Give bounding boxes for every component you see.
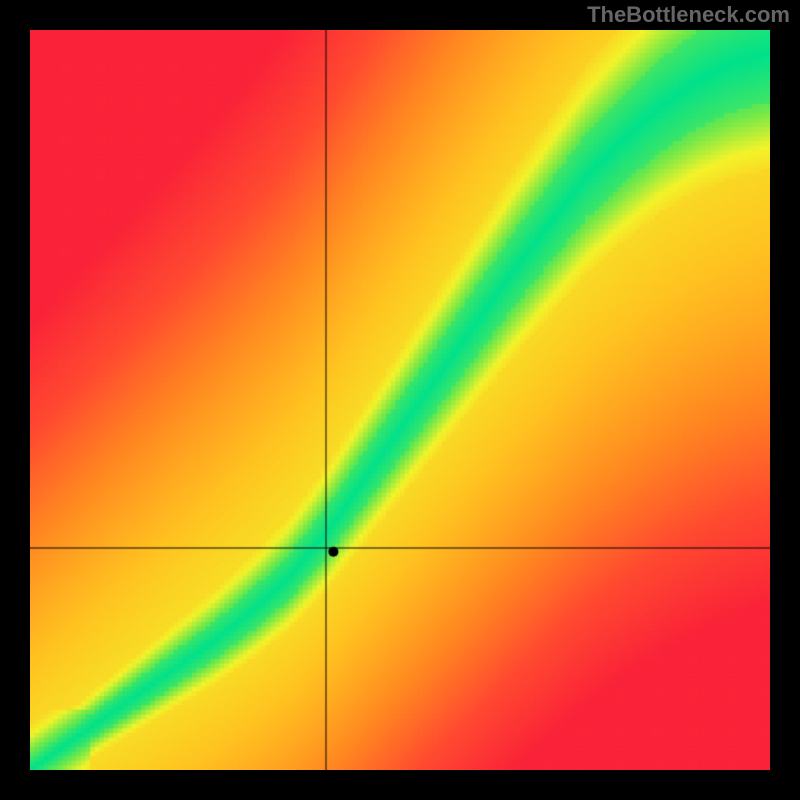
watermark-text: TheBottleneck.com: [587, 2, 790, 28]
plot-area: [30, 30, 770, 770]
chart-container: TheBottleneck.com: [0, 0, 800, 800]
heatmap-canvas: [30, 30, 770, 770]
